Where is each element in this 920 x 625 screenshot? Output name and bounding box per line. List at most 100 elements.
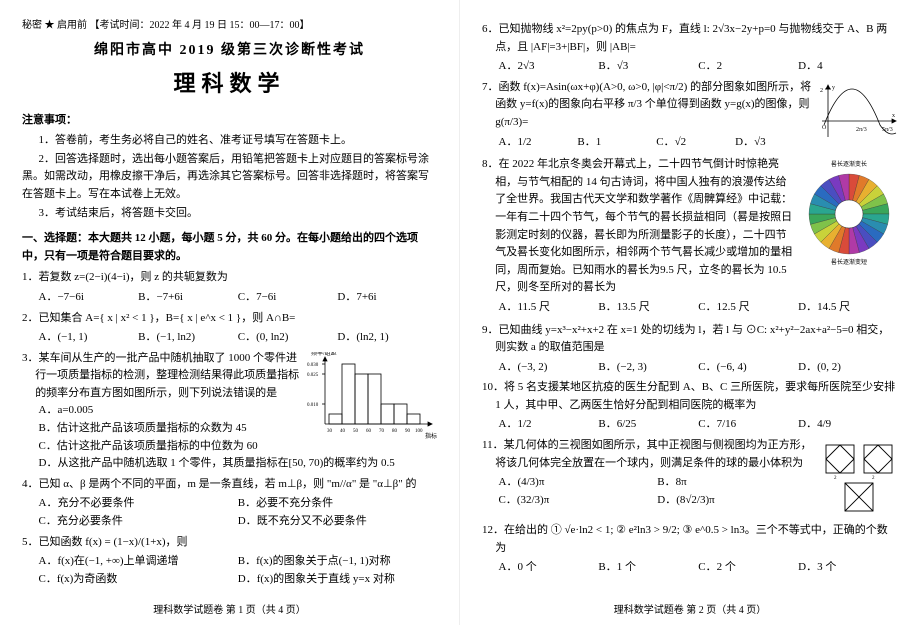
notice-block: 注意事项： 1．答卷前，考生务必将自己的姓名、准考证号填写在答题卡上。 2．回答… bbox=[22, 112, 437, 223]
q8-solar-terms-wheel: 晷长逐渐变长 晷长逐渐变短 bbox=[800, 158, 898, 266]
q9-opt-b: B．(−2, 3) bbox=[598, 359, 698, 377]
question-4: 4．已知 α、β 是两个不同的平面，m 是一条直线，若 m⊥β，则 "m//α"… bbox=[22, 476, 437, 531]
xtick: 5π/3 bbox=[882, 127, 893, 133]
xtick: 100 bbox=[415, 429, 423, 434]
q10-opt-a: A．1/2 bbox=[499, 416, 599, 434]
q2-opt-d: D．(ln2, 1) bbox=[337, 329, 437, 347]
q7-opt-c: C．√2 bbox=[656, 134, 735, 152]
exam-meta: 秘密 ★ 启用前 【考试时间：2022 年 4 月 19 日 15：00—17：… bbox=[22, 18, 437, 34]
question-12: 12．在给出的 ① √e·ln2 < 1; ② e²ln3 > 9/2; ③ e… bbox=[482, 522, 898, 577]
q11-opt-a: A．(4/3)π bbox=[499, 474, 658, 492]
q12-opt-d: D．3 个 bbox=[798, 559, 898, 577]
q7-sine-graph: 2 2π/3 5π/3 Ox y bbox=[818, 81, 898, 141]
notice-item: 3．考试结束后，将答题卡交回。 bbox=[22, 205, 437, 223]
q1-opt-b: B．−7+6i bbox=[138, 289, 238, 307]
ytick: 0.030 bbox=[307, 363, 319, 368]
q3-histogram: 频率/组距 0.010 0.025 0.030 30 40 50 60 70 8… bbox=[307, 352, 437, 440]
notice-heading: 注意事项： bbox=[22, 112, 437, 130]
q7-opt-a: A．1/2 bbox=[499, 134, 578, 152]
q6-stem: 6．已知抛物线 x²=2py(p>0) 的焦点为 F，直线 l: 2√3x−2y… bbox=[482, 21, 898, 56]
q6-opt-a: A．2√3 bbox=[499, 58, 599, 76]
xtick: 90 bbox=[405, 429, 411, 434]
question-6: 6．已知抛物线 x²=2py(p>0) 的焦点为 F，直线 l: 2√3x−2y… bbox=[482, 21, 898, 76]
q12-stem: 12．在给出的 ① √e·ln2 < 1; ② e²ln3 > 9/2; ③ e… bbox=[482, 522, 898, 557]
q5-opt-d: D．f(x)的图象关于直线 y=x 对称 bbox=[238, 571, 437, 589]
page-2: 6．已知抛物线 x²=2py(p>0) 的焦点为 F，直线 l: 2√3x−2y… bbox=[460, 0, 920, 625]
q9-opt-c: C．(−6, 4) bbox=[698, 359, 798, 377]
svg-text:2: 2 bbox=[834, 476, 837, 481]
q4-opt-a: A．充分不必要条件 bbox=[39, 495, 238, 513]
exam-title: 绵阳市高中 2019 级第三次诊断性考试 bbox=[22, 40, 437, 62]
q3-opt-c: C．估计这批产品该项质量指标的中位数为 60 bbox=[39, 438, 438, 456]
q7-opt-d: D．√3 bbox=[735, 134, 814, 152]
question-5: 5．已知函数 f(x) = (1−x)/(1+x)，则 A．f(x)在(−1, … bbox=[22, 534, 437, 589]
ytick: 0.010 bbox=[307, 403, 319, 408]
q4-opt-d: D．既不充分又不必要条件 bbox=[238, 513, 437, 531]
question-9: 9．已知曲线 y=x³−x²+x+2 在 x=1 处的切线为 l，若 l 与 ⊙… bbox=[482, 322, 898, 377]
q4-opt-b: B．必要不充分条件 bbox=[238, 495, 437, 513]
question-1: 1．若复数 z=(2−i)(4−i)，则 z 的共轭复数为 A．−7−6i B．… bbox=[22, 269, 437, 306]
svg-text:x: x bbox=[892, 113, 895, 119]
q6-opt-d: D．4 bbox=[798, 58, 898, 76]
svg-text:O: O bbox=[822, 125, 827, 131]
wheel-label-top: 晷长逐渐变长 bbox=[831, 160, 867, 168]
xtick: 40 bbox=[340, 429, 346, 434]
q2-opt-b: B．(−1, ln2) bbox=[138, 329, 238, 347]
q10-stem: 10．将 5 名支援某地区抗疫的医生分配到 A、B、C 三所医院，要求每所医院至… bbox=[482, 379, 898, 414]
ymax-label: 2 bbox=[820, 88, 823, 94]
wheel-label-bottom: 晷长逐渐变短 bbox=[831, 258, 867, 266]
q5-opt-a: A．f(x)在(−1, +∞)上单调递增 bbox=[39, 553, 238, 571]
q11-three-views: 22 bbox=[820, 439, 898, 517]
q6-opt-b: B．√3 bbox=[598, 58, 698, 76]
q4-stem: 4．已知 α、β 是两个不同的平面，m 是一条直线，若 m⊥β，则 "m//α"… bbox=[22, 476, 437, 494]
q12-opt-a: A．0 个 bbox=[499, 559, 599, 577]
xtick: 30 bbox=[327, 429, 333, 434]
footer-left: 理科数学试题卷 第 1 页（共 4 页） bbox=[0, 603, 459, 619]
question-7: 2 2π/3 5π/3 Oxy 7．函数 f(x)=Asin(ωx+φ)(A>0… bbox=[482, 79, 898, 153]
q11-opt-c: C．(32/3)π bbox=[499, 492, 658, 510]
q8-opt-b: B．13.5 尺 bbox=[598, 299, 698, 317]
notice-item: 2．回答选择题时，选出每小题答案后，用铅笔把答题卡上对应题目的答案标号涂黑。如需… bbox=[22, 151, 437, 204]
q10-opt-b: B．6/25 bbox=[598, 416, 698, 434]
question-10: 10．将 5 名支援某地区抗疫的医生分配到 A、B、C 三所医院，要求每所医院至… bbox=[482, 379, 898, 434]
q3-opt-d: D．从这批产品中随机选取 1 个零件，其质量指标在[50, 70)的概率约为 0… bbox=[39, 455, 438, 473]
q12-opt-b: B．1 个 bbox=[598, 559, 698, 577]
exam-subject: 理科数学 bbox=[22, 66, 437, 101]
notice-item: 1．答卷前，考生务必将自己的姓名、准考证号填写在答题卡上。 bbox=[22, 132, 437, 150]
q1-opt-c: C．7−6i bbox=[238, 289, 338, 307]
q11-opt-d: D．(8√2/3)π bbox=[657, 492, 816, 510]
question-8: 晷长逐渐变长 晷长逐渐变短 8．在 2022 年北京冬奥会开幕式上，二十四节气倒… bbox=[482, 156, 898, 318]
xtick: 60 bbox=[366, 429, 372, 434]
q5-stem: 5．已知函数 f(x) = (1−x)/(1+x)，则 bbox=[22, 534, 437, 552]
xtick: 50 bbox=[353, 429, 359, 434]
xtick: 2π/3 bbox=[856, 127, 867, 133]
q8-opt-c: C．12.5 尺 bbox=[698, 299, 798, 317]
q9-stem: 9．已知曲线 y=x³−x²+x+2 在 x=1 处的切线为 l，若 l 与 ⊙… bbox=[482, 322, 898, 357]
ylabel: 频率/组距 bbox=[311, 352, 337, 357]
q1-opt-a: A．−7−6i bbox=[39, 289, 139, 307]
xtick: 70 bbox=[379, 429, 385, 434]
q5-opt-c: C．f(x)为奇函数 bbox=[39, 571, 238, 589]
xlabel: 指标 bbox=[425, 432, 437, 440]
q11-opt-b: B．8π bbox=[657, 474, 816, 492]
svg-text:y: y bbox=[832, 85, 835, 91]
question-3: 频率/组距 0.010 0.025 0.030 30 40 50 60 70 8… bbox=[22, 350, 437, 473]
q8-opt-a: A．11.5 尺 bbox=[499, 299, 599, 317]
q7-opt-b: B．1 bbox=[577, 134, 656, 152]
q10-opt-c: C．7/16 bbox=[698, 416, 798, 434]
q9-opt-d: D．(0, 2) bbox=[798, 359, 898, 377]
question-2: 2．已知集合 A={ x | x² < 1 }，B={ x | e^x < 1 … bbox=[22, 310, 437, 347]
q10-opt-d: D．4/9 bbox=[798, 416, 898, 434]
q2-stem: 2．已知集合 A={ x | x² < 1 }，B={ x | e^x < 1 … bbox=[22, 310, 437, 328]
svg-text:2: 2 bbox=[872, 476, 875, 481]
q6-opt-c: C．2 bbox=[698, 58, 798, 76]
q4-opt-c: C．充分必要条件 bbox=[39, 513, 238, 531]
section1-header: 一、选择题：本大题共 12 小题，每小题 5 分，共 60 分。在每小题给出的四… bbox=[22, 230, 437, 265]
question-11: 22 11．某几何体的三视图如图所示，其中正视图与侧视图均为正方形，将该几何体完… bbox=[482, 437, 898, 519]
q2-opt-a: A．(−1, 1) bbox=[39, 329, 139, 347]
ytick: 0.025 bbox=[307, 373, 319, 378]
q12-opt-c: C．2 个 bbox=[698, 559, 798, 577]
q1-stem: 1．若复数 z=(2−i)(4−i)，则 z 的共轭复数为 bbox=[22, 269, 437, 287]
q1-opt-d: D．7+6i bbox=[337, 289, 437, 307]
q9-opt-a: A．(−3, 2) bbox=[499, 359, 599, 377]
